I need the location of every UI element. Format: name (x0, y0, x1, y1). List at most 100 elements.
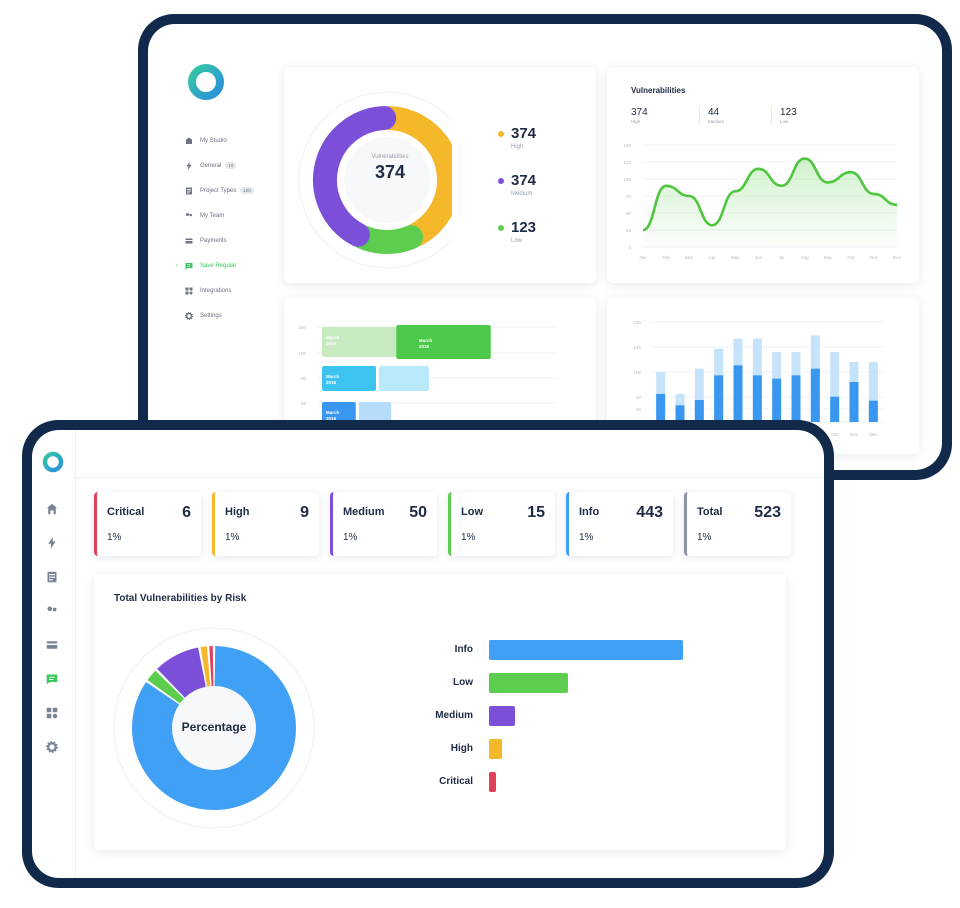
risk-donut-center-label: Percentage (181, 720, 247, 734)
stat-card-name: Info (579, 506, 600, 518)
hbar-dark-segment (396, 325, 491, 359)
stat-card-info[interactable]: Info 443 1% (566, 492, 673, 556)
back-dashboard-device: My Studio General 10 Project Types 100 My Tea… (138, 14, 952, 480)
donut-center-value: 374 (374, 162, 406, 182)
sidebar-item[interactable]: › Save Regular (176, 253, 305, 278)
stat-card-value: 15 (527, 504, 545, 521)
line-stat-medium: 44 Medium (699, 107, 724, 124)
risk-bar-label: Critical (439, 776, 473, 787)
active-arrow-icon: › (176, 262, 178, 269)
settings-icon (185, 311, 193, 320)
sidebar-item[interactable]: Project Types 100 (185, 178, 305, 203)
x-tick-label: Jul (779, 255, 785, 260)
front-dashboard-device: Critical 6 1% High 9 1% Medium 50 1% Low 15 1% Info 4… (22, 420, 834, 888)
vbar-base-jun (752, 375, 762, 422)
app-logo-icon[interactable] (41, 450, 65, 474)
sidebar-button-document[interactable] (46, 570, 60, 584)
payments-icon (185, 238, 193, 243)
sidebar-button-chat[interactable] (46, 672, 60, 686)
sidebar-item-badge: 100 (240, 187, 254, 194)
stat-card-low[interactable]: Low 15 1% (448, 492, 555, 556)
risk-bar-info (489, 640, 683, 660)
sidebar-button-integrations[interactable] (46, 706, 60, 720)
vulnerabilities-line-card: Vulnerabilities 374 High 44 Medium 123 L… (607, 67, 919, 283)
line-stat-value: 44 (708, 107, 720, 118)
vbar-base-oct (830, 396, 840, 422)
sidebar-item[interactable]: General 10 (185, 153, 305, 178)
sidebar-item[interactable]: Payments (185, 228, 305, 253)
sidebar-nav: My Studio General 10 Project Types 100 My Tea… (176, 128, 305, 328)
stat-card-percent: 1% (225, 532, 240, 543)
sidebar-item[interactable]: My Team (185, 203, 305, 228)
front-topbar (76, 430, 824, 478)
chat-icon (185, 262, 193, 269)
hbar-bar-label: March 2016 (419, 338, 432, 350)
stat-card-name: High (225, 506, 250, 518)
sidebar-item[interactable]: Integrations (185, 278, 305, 303)
app-logo-icon[interactable] (185, 61, 227, 103)
sidebar-button-team[interactable] (46, 604, 60, 618)
hbar-label-year: 2016 (326, 416, 337, 421)
back-dashboard-screen: My Studio General 10 Project Types 100 My Tea… (148, 24, 942, 470)
risk-bar-label: Info (454, 644, 473, 655)
sidebar-item[interactable]: Settings (185, 303, 305, 328)
vbar-total-dec (868, 362, 878, 422)
integrations-icon (185, 287, 193, 294)
integrations-icon (46, 707, 58, 719)
stat-card-high[interactable]: High 9 1% (212, 492, 319, 556)
stat-card-value: 6 (182, 504, 191, 521)
vbar-base-nov (849, 382, 859, 422)
hbar-label-month: March (326, 410, 340, 415)
hbar-light-segment (379, 366, 429, 391)
team-icon (186, 212, 192, 216)
team-icon (47, 606, 57, 612)
sidebar-item-label: My Team (200, 212, 225, 219)
line-stat-label: High (631, 119, 641, 124)
stat-card-value: 50 (409, 504, 427, 521)
vbar-total-oct (830, 352, 840, 422)
line-stat-label: Low (780, 119, 789, 124)
donut-slice-high (377, 106, 452, 247)
sidebar-button-bolt[interactable] (46, 536, 60, 550)
line-stat-high: 374 High (631, 107, 648, 124)
y-tick-label: 25 (636, 407, 642, 412)
y-tick-label: 125 (623, 160, 631, 165)
vulnerabilities-donut-card: Vulnerabilities 374 374 High 374 Medium 123 L… (284, 67, 596, 283)
hbar-light-segment (322, 327, 397, 357)
stat-card-medium[interactable]: Medium 50 1% (330, 492, 437, 556)
y-tick-label: 100 (623, 177, 631, 182)
legend-value: 123 (511, 219, 537, 236)
bolt-icon (48, 537, 56, 549)
stat-card-critical[interactable]: Critical 6 1% (94, 492, 201, 556)
area-line (642, 157, 898, 232)
stat-card-total[interactable]: Total 523 1% (684, 492, 791, 556)
x-tick-label: Nov (850, 432, 859, 437)
sidebar-button-settings[interactable] (46, 740, 60, 754)
stat-card-percent: 1% (579, 532, 594, 543)
sidebar-button-home[interactable] (46, 502, 60, 516)
risk-donut-inner-disc (166, 680, 262, 776)
x-tick-label: Dec (893, 255, 902, 260)
x-tick-label: Dec (869, 432, 878, 437)
sidebar-button-payments[interactable] (46, 638, 60, 652)
vbar-base-dec (868, 400, 878, 422)
x-tick-label: Oct (831, 432, 839, 437)
line-stat-low: 123 Low (771, 107, 797, 124)
vbar-base-sep (810, 368, 820, 422)
legend-dot (498, 131, 504, 137)
vbar-total-mar (694, 368, 704, 422)
settings-icon (46, 741, 58, 753)
risk-donut-chart (113, 627, 315, 829)
y-tick-label: 150 (633, 320, 641, 325)
area-fill (643, 158, 897, 247)
risk-donut-slice-low (147, 670, 185, 704)
x-tick-label: Aug (801, 255, 810, 260)
risk-donut-slice-info (132, 646, 296, 810)
legend-dot (498, 225, 504, 231)
legend-dot (498, 178, 504, 184)
hbar-label-month: March (326, 335, 340, 340)
sidebar-item[interactable]: My Studio (185, 128, 305, 153)
risk-bar-high (489, 739, 503, 759)
sidebar-item-label: Project Types (200, 187, 237, 194)
y-tick-label: 25 (626, 228, 632, 233)
